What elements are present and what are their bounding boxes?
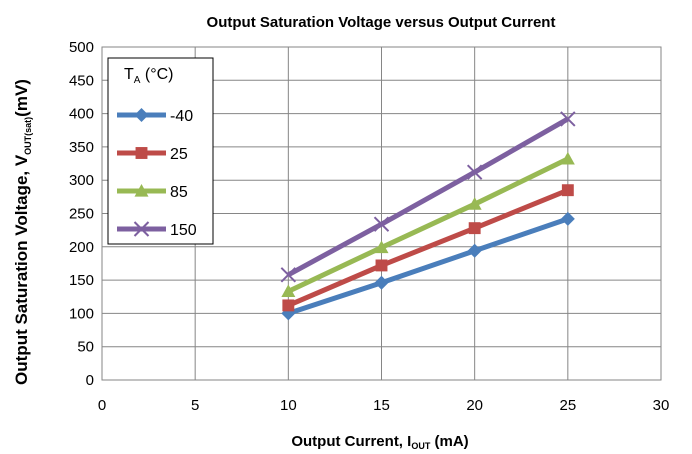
data-point: [561, 152, 575, 165]
y-axis-label-main: Output Saturation Voltage, V: [12, 154, 31, 385]
y-tick-label: 300: [69, 172, 94, 189]
x-tick-label: 25: [559, 397, 576, 414]
y-tick-label: 450: [69, 72, 94, 89]
y-tick-label: 500: [69, 39, 94, 56]
x-axis-label-main: Output Current, I: [291, 433, 411, 450]
data-point: [136, 147, 148, 159]
data-point: [282, 299, 294, 311]
legend-label: -40: [170, 108, 193, 125]
chart-title: Output Saturation Voltage versus Output …: [207, 14, 556, 31]
y-axis-ticks: 0 50 100 150 200 250 300 350 400 450 500: [69, 39, 94, 389]
data-point: [376, 259, 388, 271]
series-line: [288, 119, 567, 275]
y-tick-label: 200: [69, 239, 94, 256]
series-line: [288, 159, 567, 292]
x-axis-label-subscript: OUT: [411, 441, 431, 451]
y-tick-label: 400: [69, 106, 94, 123]
data-point: [468, 244, 482, 258]
data-point: [375, 276, 389, 290]
x-tick-label: 30: [653, 397, 670, 414]
x-tick-label: 10: [280, 397, 297, 414]
y-axis-label-subscript: OUT(sat): [23, 117, 33, 155]
legend-label: 85: [170, 184, 188, 201]
legend-title-unit: (°C): [140, 66, 173, 83]
y-tick-label: 350: [69, 139, 94, 156]
series-layer: [281, 112, 574, 320]
data-point: [469, 222, 481, 234]
y-tick-label: 100: [69, 305, 94, 322]
series-150: [281, 112, 574, 282]
x-axis-ticks: 0 5 10 15 20 25 30: [98, 397, 670, 414]
x-tick-label: 0: [98, 397, 106, 414]
x-tick-label: 20: [466, 397, 483, 414]
series-85: [281, 152, 574, 297]
y-tick-label: 150: [69, 272, 94, 289]
y-tick-label: 250: [69, 206, 94, 223]
x-tick-label: 15: [373, 397, 390, 414]
y-axis-label-unit: (mV): [12, 79, 31, 117]
y-axis-label: Output Saturation Voltage, VOUT(sat)(mV): [12, 79, 33, 385]
x-tick-label: 5: [191, 397, 199, 414]
series-line: [288, 219, 567, 314]
data-point: [562, 184, 574, 196]
legend-label: 25: [170, 146, 188, 163]
x-axis-label: Output Current, IOUT (mA): [291, 433, 468, 451]
series-line: [288, 190, 567, 305]
legend-title-main: T: [124, 66, 134, 83]
x-axis-label-unit: (mA): [430, 433, 468, 450]
legend-label: 150: [170, 222, 197, 239]
y-tick-label: 50: [77, 339, 94, 356]
y-tick-label: 0: [86, 372, 94, 389]
series-25: [282, 184, 573, 311]
